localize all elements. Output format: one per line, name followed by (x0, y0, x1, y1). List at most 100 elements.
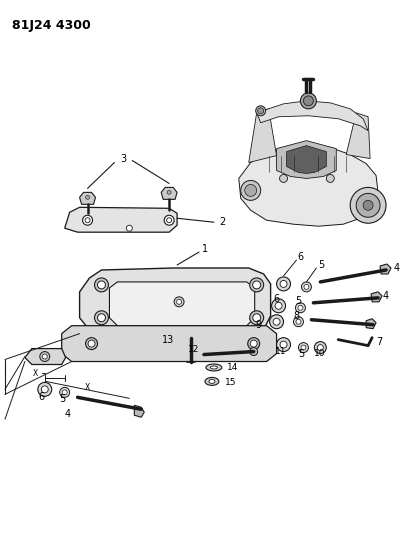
Circle shape (253, 314, 261, 322)
Circle shape (275, 302, 282, 309)
Polygon shape (346, 113, 370, 158)
Text: 6: 6 (39, 392, 45, 402)
Text: 3: 3 (120, 154, 126, 164)
Polygon shape (161, 188, 177, 199)
Text: 11: 11 (275, 347, 286, 356)
Circle shape (167, 190, 171, 195)
Circle shape (258, 108, 264, 114)
Circle shape (276, 277, 290, 291)
Circle shape (41, 386, 48, 393)
Circle shape (167, 218, 172, 223)
Polygon shape (249, 109, 276, 163)
Polygon shape (134, 405, 144, 417)
Text: 10: 10 (314, 349, 325, 358)
Circle shape (164, 215, 174, 225)
Circle shape (304, 285, 309, 289)
Circle shape (82, 215, 92, 225)
Text: X: X (32, 369, 38, 378)
Text: 15: 15 (225, 378, 236, 387)
Circle shape (40, 352, 50, 361)
Text: 4: 4 (383, 291, 389, 301)
Circle shape (273, 318, 280, 325)
Text: 4: 4 (64, 409, 71, 419)
Circle shape (280, 280, 287, 287)
Polygon shape (371, 292, 382, 302)
Polygon shape (110, 282, 255, 326)
Circle shape (250, 311, 264, 325)
Circle shape (272, 299, 286, 313)
Polygon shape (366, 319, 376, 329)
Text: 7: 7 (376, 337, 382, 346)
Polygon shape (65, 207, 177, 232)
Circle shape (253, 281, 261, 289)
Circle shape (94, 278, 108, 292)
Ellipse shape (205, 377, 219, 385)
Text: 6: 6 (298, 252, 304, 262)
Circle shape (300, 93, 316, 109)
Circle shape (38, 382, 52, 397)
Circle shape (94, 311, 108, 325)
Circle shape (98, 281, 106, 289)
Text: 1: 1 (202, 244, 208, 254)
Circle shape (296, 303, 306, 313)
Circle shape (301, 345, 306, 350)
Polygon shape (380, 264, 391, 274)
Text: 9: 9 (256, 320, 262, 330)
Circle shape (276, 337, 290, 352)
Polygon shape (62, 326, 276, 361)
Text: 81J24 4300: 81J24 4300 (12, 19, 91, 33)
Circle shape (314, 342, 326, 353)
Text: 5: 5 (295, 296, 302, 306)
Circle shape (241, 181, 261, 200)
Circle shape (42, 354, 47, 359)
Circle shape (326, 174, 334, 182)
Circle shape (248, 337, 260, 350)
Polygon shape (25, 349, 66, 365)
Text: 13: 13 (162, 335, 174, 345)
Polygon shape (276, 141, 336, 179)
Polygon shape (239, 146, 378, 226)
Text: 8: 8 (294, 311, 300, 321)
Circle shape (88, 340, 95, 347)
Text: 6: 6 (274, 294, 280, 304)
Text: 5: 5 (60, 394, 66, 405)
Circle shape (250, 340, 257, 347)
Circle shape (60, 387, 70, 397)
Ellipse shape (209, 379, 215, 383)
Circle shape (280, 174, 288, 182)
Circle shape (98, 314, 106, 322)
Ellipse shape (210, 366, 217, 369)
Text: 2: 2 (219, 217, 225, 227)
Ellipse shape (206, 364, 222, 371)
Circle shape (176, 300, 182, 304)
Circle shape (270, 315, 284, 329)
Circle shape (298, 343, 308, 352)
Polygon shape (80, 192, 96, 204)
Circle shape (85, 218, 90, 223)
Text: 5: 5 (298, 349, 304, 359)
Circle shape (250, 348, 258, 356)
Polygon shape (257, 101, 368, 131)
Circle shape (350, 188, 386, 223)
Text: 4: 4 (394, 263, 400, 273)
Circle shape (356, 193, 380, 217)
Circle shape (294, 317, 304, 327)
Circle shape (250, 278, 264, 292)
Circle shape (86, 337, 98, 350)
Circle shape (126, 225, 132, 231)
Circle shape (280, 341, 287, 348)
Polygon shape (286, 146, 326, 173)
Text: 14: 14 (227, 363, 238, 372)
Text: 12: 12 (188, 345, 199, 354)
Circle shape (317, 345, 323, 351)
Circle shape (245, 184, 257, 196)
Circle shape (304, 96, 313, 106)
Text: 5: 5 (318, 260, 325, 270)
Circle shape (256, 106, 266, 116)
Circle shape (363, 200, 373, 211)
Circle shape (174, 297, 184, 307)
Circle shape (296, 319, 301, 324)
Circle shape (298, 305, 303, 310)
Polygon shape (80, 268, 271, 334)
Circle shape (86, 196, 90, 199)
